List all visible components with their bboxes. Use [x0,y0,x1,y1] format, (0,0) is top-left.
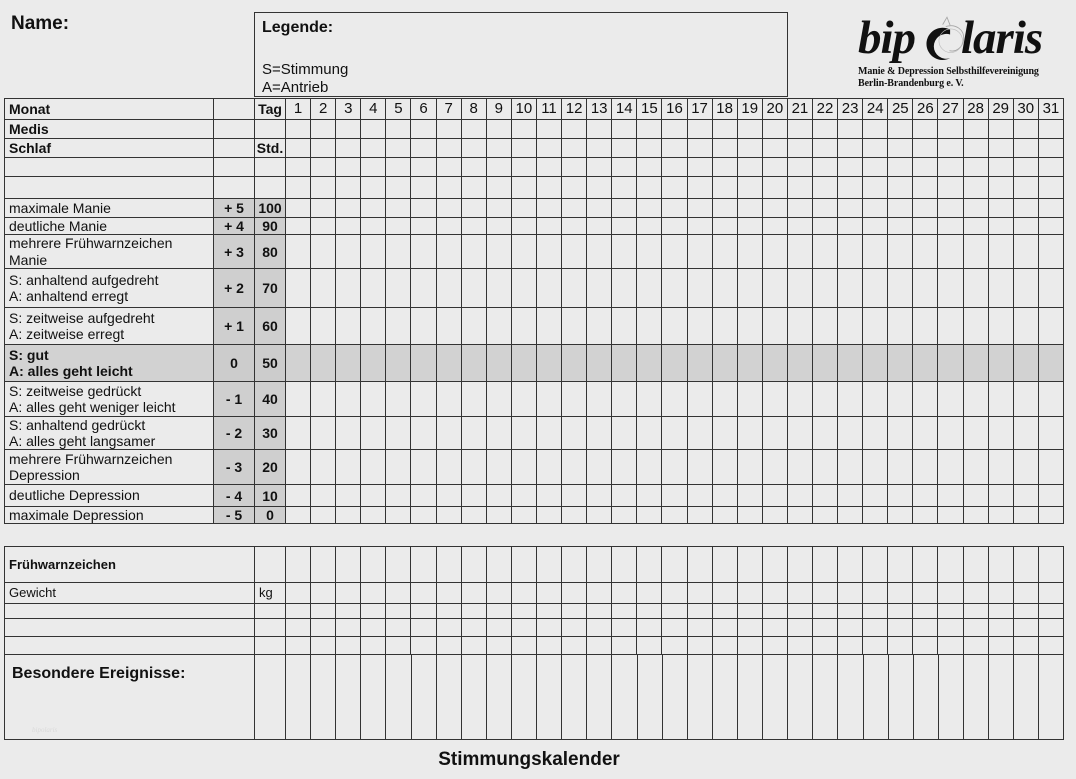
svg-text:bip: bip [858,12,916,64]
svg-text:laris: laris [961,12,1042,64]
